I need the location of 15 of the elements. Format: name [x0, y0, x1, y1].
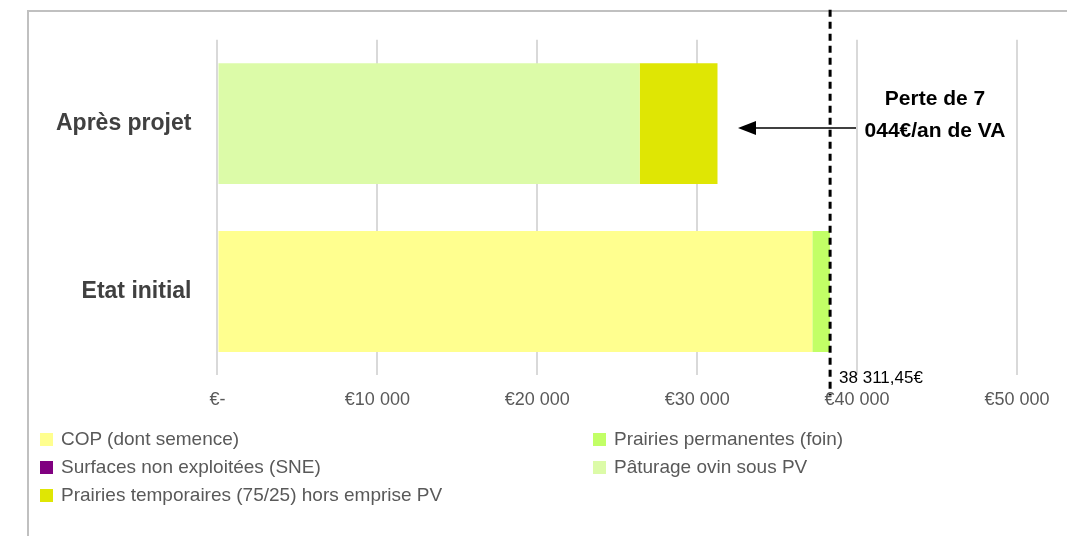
legend-label: Pâturage ovin sous PV — [614, 456, 808, 478]
y-tick-label: Après projet — [55, 109, 192, 136]
x-tick-label: €30 000 — [664, 389, 730, 410]
legend-label: Prairies permanentes (foin) — [614, 428, 844, 450]
annotation: Perte de 7 044€/an de VA — [863, 85, 1007, 143]
x-tick-label: €10 000 — [344, 389, 410, 410]
y-tick-label: Etat initial — [81, 276, 192, 303]
x-tick-label: €40 000 — [824, 389, 890, 410]
x-tick-label: €- — [209, 389, 226, 410]
legend-label: Surfaces non exploitées (SNE) — [61, 456, 321, 478]
legend-label: Prairies temporaires (75/25) hors emprise PV — [61, 484, 443, 506]
x-tick-label: €50 000 — [984, 389, 1050, 410]
ref-line-label: 38 311,45€ — [839, 368, 924, 388]
x-tick-label: €20 000 — [504, 389, 570, 410]
legend-label: COP (dont semence) — [61, 428, 240, 450]
